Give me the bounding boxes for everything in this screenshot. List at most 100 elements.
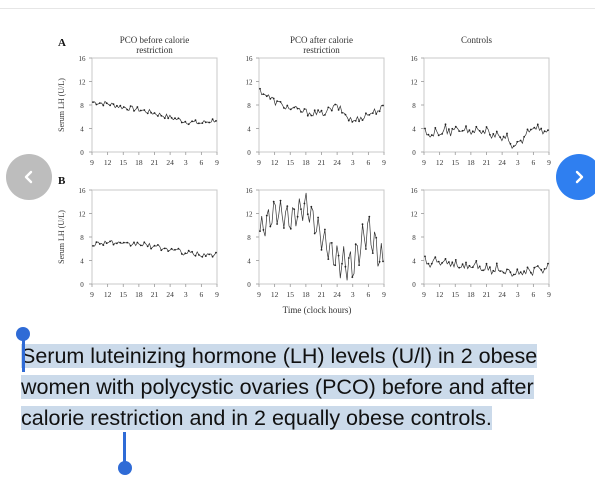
panel-5-point-72 bbox=[382, 260, 384, 263]
panel-3-point-2 bbox=[427, 133, 430, 136]
panel-1-point-16 bbox=[119, 104, 122, 107]
panel-5-point-8 bbox=[272, 200, 275, 203]
panel-4-xtick-label-3: 18 bbox=[135, 290, 143, 299]
panel-2-point-60 bbox=[361, 119, 364, 121]
panel-5-point-4 bbox=[265, 214, 268, 217]
panel-1-xtick-label-3: 18 bbox=[135, 158, 143, 167]
panel-3-xtick-label-6: 3 bbox=[516, 158, 520, 167]
panel-1-point-68 bbox=[208, 121, 211, 124]
panel-3-ytick-label-4: 4 bbox=[412, 126, 416, 134]
panel-5-point-48 bbox=[341, 262, 343, 265]
panel-6-ytick-label-4: 4 bbox=[412, 258, 416, 266]
panel-3-point-14 bbox=[448, 128, 450, 131]
panel-2-point-64 bbox=[368, 114, 371, 116]
panel-6-point-18 bbox=[454, 259, 457, 261]
panel-2-point-6 bbox=[269, 98, 272, 100]
panel-4-point-10 bbox=[109, 240, 111, 243]
panel-1-point-56 bbox=[187, 123, 190, 126]
panel-4-point-34 bbox=[150, 247, 153, 250]
panel-2-point-42 bbox=[330, 109, 333, 112]
panel-3-ytick-label-12: 12 bbox=[411, 79, 419, 87]
panel-6-point-54 bbox=[516, 268, 519, 271]
panel-2-xtick-label-1: 12 bbox=[271, 158, 279, 167]
panel-1-point-32 bbox=[146, 112, 149, 115]
panel-4-point-38 bbox=[157, 244, 159, 246]
panel-2-ytick-label-8: 8 bbox=[247, 102, 251, 110]
panel-6-point-24 bbox=[465, 261, 467, 264]
panel-5-ytick-label-0: 0 bbox=[247, 281, 251, 289]
panel-3-point-12 bbox=[444, 123, 447, 126]
panel-3-point-66 bbox=[536, 123, 539, 126]
panel-5-point-10 bbox=[276, 223, 278, 225]
panel-2-point-34 bbox=[317, 109, 319, 111]
panel-5-point-52 bbox=[347, 257, 350, 259]
panel-1-point-18 bbox=[122, 106, 125, 108]
panel-6-point-48 bbox=[506, 268, 508, 271]
figure-caption[interactable]: Serum luteinizing hormone (LH) levels (U… bbox=[21, 341, 587, 434]
panel-2-point-14 bbox=[283, 107, 285, 109]
panel-4-point-64 bbox=[201, 256, 204, 258]
panel-1-point-0 bbox=[92, 101, 94, 103]
panel-4-frame bbox=[91, 189, 218, 285]
panel-3-point-72 bbox=[547, 129, 549, 132]
panel-1-xtick-label-4: 21 bbox=[151, 158, 159, 167]
panel-6-point-50 bbox=[509, 271, 512, 274]
panel-4-point-70 bbox=[211, 255, 214, 258]
panel-4-ytick-label-8: 8 bbox=[80, 234, 84, 242]
panel-4-point-44 bbox=[167, 250, 170, 253]
panel-2-point-28 bbox=[306, 114, 309, 117]
selection-start-cursor bbox=[21, 340, 25, 372]
panel-3-point-62 bbox=[530, 128, 532, 131]
panel-3-xtick-label-5: 24 bbox=[498, 158, 506, 167]
panel-1-point-4 bbox=[98, 102, 101, 104]
panel-4-point-46 bbox=[170, 247, 173, 250]
panel-1-point-60 bbox=[194, 119, 197, 122]
panel-1-point-64 bbox=[201, 122, 204, 124]
panel-3-point-10 bbox=[441, 133, 443, 135]
panel-5-point-36 bbox=[320, 249, 323, 251]
panel-4-point-18 bbox=[122, 241, 125, 244]
panel-1-xtick-label-7: 6 bbox=[200, 158, 204, 167]
selection-end-handle[interactable] bbox=[117, 461, 132, 475]
panel-5-point-2 bbox=[262, 229, 265, 231]
panel-5-ytick-label-8: 8 bbox=[247, 234, 251, 242]
panel-3-xtick-label-7: 6 bbox=[532, 158, 536, 167]
chevron-left-icon bbox=[24, 170, 33, 184]
panel-6-ytick-label-8: 8 bbox=[412, 234, 416, 242]
panel-4-xtick-label-8: 9 bbox=[215, 290, 219, 299]
y-axis-label-row-2: Serum LH (U/L) bbox=[57, 210, 66, 264]
panel-1-point-46 bbox=[170, 117, 173, 119]
panel-5-xtick-label-5: 24 bbox=[333, 290, 341, 299]
panel-6-xtick-label-2: 15 bbox=[452, 290, 460, 299]
panel-6-point-60 bbox=[526, 266, 529, 269]
caption-text[interactable]: Serum luteinizing hormone (LH) levels (U… bbox=[21, 344, 538, 430]
panel-4-xtick-label-1: 12 bbox=[104, 290, 112, 299]
panel-1-point-26 bbox=[136, 106, 139, 108]
next-image-button[interactable] bbox=[556, 154, 595, 200]
panel-2-point-50 bbox=[344, 113, 347, 116]
chevron-right-icon bbox=[575, 170, 584, 184]
panel-2-xtick-label-3: 18 bbox=[302, 158, 310, 167]
panel-5-point-24 bbox=[300, 208, 302, 211]
panel-2-point-40 bbox=[327, 106, 330, 109]
panel-5-point-18 bbox=[289, 227, 292, 230]
panel-5-xtick-label-0: 9 bbox=[257, 290, 261, 299]
panel-5-xtick-label-6: 3 bbox=[351, 290, 355, 299]
panel-4-point-62 bbox=[198, 254, 200, 256]
selection-start-handle[interactable] bbox=[16, 327, 30, 341]
panel-5-ytick-label-16: 16 bbox=[246, 187, 254, 195]
panel-4-xtick-label-4: 21 bbox=[151, 290, 159, 299]
panel-6-point-4 bbox=[430, 262, 433, 265]
panel-1-point-12 bbox=[112, 103, 115, 106]
panel-4-point-2 bbox=[95, 241, 98, 244]
panel-4-point-14 bbox=[116, 242, 118, 245]
panel-3-point-38 bbox=[489, 133, 491, 136]
panel-6-xtick-label-7: 6 bbox=[532, 290, 536, 299]
panel-2-ytick-label-16: 16 bbox=[246, 55, 254, 63]
panel-2-point-44 bbox=[334, 103, 337, 106]
panel-4-ytick-label-4: 4 bbox=[80, 258, 84, 266]
previous-image-button[interactable] bbox=[6, 154, 52, 200]
panel-1-point-2 bbox=[95, 103, 98, 106]
panel-5-frame bbox=[258, 189, 385, 285]
panel-1-xtick-label-5: 24 bbox=[166, 158, 174, 167]
